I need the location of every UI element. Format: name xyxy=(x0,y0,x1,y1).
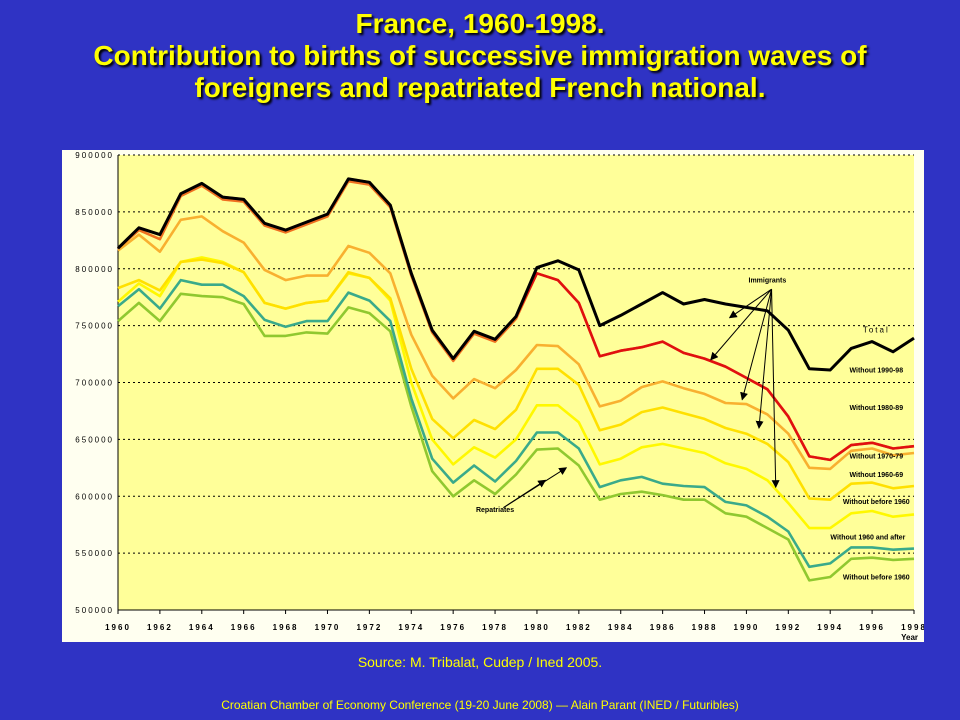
annotation-arrow xyxy=(710,288,772,361)
y-tick-label: 500000 xyxy=(75,606,114,615)
line-label: Without before 1960 xyxy=(843,574,910,581)
y-tick-label: 850000 xyxy=(75,208,114,217)
footer-credit: Croatian Chamber of Economy Conference (… xyxy=(221,698,739,712)
annotation-arrow xyxy=(503,467,568,509)
series-layer xyxy=(116,177,915,582)
y-tick-label: 750000 xyxy=(75,322,114,331)
x-tick-label: 1966 xyxy=(231,623,257,632)
x-tick-label: 1990 xyxy=(734,623,760,632)
x-tick-label: 1978 xyxy=(482,623,508,632)
annotation-layer: Immigrants Repatriates xyxy=(476,277,786,514)
line-label: Without 1980-89 xyxy=(849,405,903,412)
y-tick-label: 900000 xyxy=(75,151,114,160)
title-line-1: France, 1960-1998. xyxy=(355,8,605,39)
y-tick-label: 700000 xyxy=(75,379,114,388)
x-tick-label: 1996 xyxy=(859,623,885,632)
x-tick-label: 1986 xyxy=(650,623,676,632)
y-tick-label: 800000 xyxy=(75,265,114,274)
series-line-6 xyxy=(117,278,915,569)
series-line-7 xyxy=(117,292,915,582)
plot-area xyxy=(118,155,914,610)
line-label: Without 1960-69 xyxy=(849,472,903,479)
page-title: France, 1960-1998. Contribution to birth… xyxy=(0,8,960,104)
line-label: Without 1960 and after xyxy=(830,534,905,541)
x-tick-label: 1972 xyxy=(356,623,382,632)
annotation-arrow xyxy=(728,288,772,319)
title-line-3: foreigners and repatriated French nation… xyxy=(194,72,766,103)
line-label: Without before 1960 xyxy=(843,499,910,506)
annotation-arrow xyxy=(771,289,780,489)
series-line-4 xyxy=(117,258,915,502)
x-tick-label: 1962 xyxy=(147,623,173,632)
x-tick-label: 1992 xyxy=(775,623,801,632)
x-tick-label: 1964 xyxy=(189,623,215,632)
source-note: Source: M. Tribalat, Cudep / Ined 2005. xyxy=(357,654,603,670)
x-tick-label: 1982 xyxy=(566,623,592,632)
x-tick-label: 1974 xyxy=(398,623,424,632)
x-tick-label: 1994 xyxy=(817,623,843,632)
x-tick-label: 1980 xyxy=(524,623,550,632)
axis-layer: 500000 550000 600000 650000 700000 750000 8000… xyxy=(75,151,924,642)
annotation-arrow xyxy=(755,289,773,429)
line-label: Without 1990-98 xyxy=(849,367,903,374)
annotation-label: Immigrants xyxy=(749,277,787,284)
x-tick-label: 1970 xyxy=(315,623,341,632)
line-label: Total xyxy=(863,325,890,334)
series-line-0 xyxy=(116,177,915,372)
annotation-arrow xyxy=(740,289,773,401)
series-line-3 xyxy=(117,215,915,471)
x-tick-label: 1988 xyxy=(692,623,718,632)
y-tick-label: 600000 xyxy=(75,492,114,501)
annotation-label: Repatriates xyxy=(476,507,514,514)
x-tick-label: 1998 xyxy=(901,623,924,632)
line-label: Without 1970-79 xyxy=(849,454,903,461)
title-line-2: Contribution to births of successive imm… xyxy=(93,40,867,71)
x-axis-title: Year xyxy=(901,633,918,642)
x-tick-label: 1976 xyxy=(440,623,466,632)
x-tick-label: 1968 xyxy=(273,623,299,632)
x-tick-label: 1984 xyxy=(608,623,634,632)
y-tick-label: 550000 xyxy=(75,549,114,558)
label-layer: Total Without 1990-98 Without 1980-89 Witho… xyxy=(830,325,909,581)
y-tick-label: 650000 xyxy=(75,435,114,444)
x-tick-label: 1960 xyxy=(105,623,131,632)
line-chart: 500000 550000 600000 650000 700000 750000 8000… xyxy=(62,150,924,642)
